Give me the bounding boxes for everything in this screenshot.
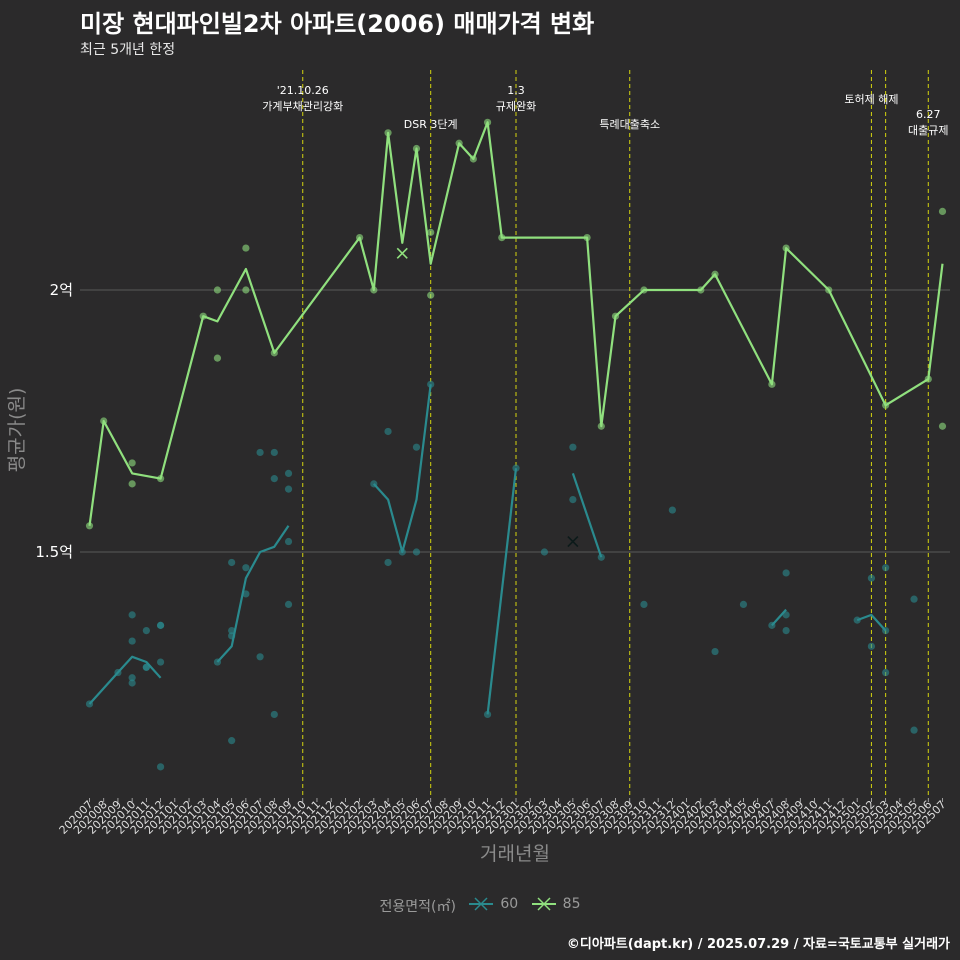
event-label: 1.3 — [507, 84, 525, 97]
legend: 전용면적(㎡) 60 85 — [0, 896, 960, 916]
legend-label-85: 85 — [562, 896, 581, 912]
series-line-60 — [372, 384, 432, 554]
data-point-60 — [597, 553, 605, 561]
data-point-60 — [512, 464, 520, 472]
data-point-85 — [427, 291, 435, 299]
data-point-60 — [867, 642, 876, 650]
series-line-60 — [486, 468, 518, 715]
series-line-60 — [571, 473, 603, 558]
data-point-60 — [128, 637, 136, 645]
data-point-60 — [882, 564, 890, 572]
data-point-60 — [156, 658, 165, 666]
series-line-60 — [771, 608, 787, 627]
event-label: 가계부채관리강화 — [262, 100, 343, 113]
data-point-60 — [270, 448, 278, 457]
data-point-60 — [384, 427, 392, 436]
data-point-60 — [128, 611, 136, 619]
data-point-85 — [242, 244, 250, 252]
data-point-85 — [427, 228, 435, 236]
data-point-60 — [412, 548, 421, 556]
data-point-60 — [270, 475, 278, 483]
data-point-60 — [882, 668, 890, 677]
data-point-85 — [128, 480, 136, 488]
x-axis-label: 거래년월 — [480, 843, 550, 865]
event-label: '21.10.26 — [277, 84, 329, 97]
legend-swatch-85 — [531, 897, 556, 911]
legend-item-85: 85 — [531, 896, 581, 912]
event-label: 특례대출축소 — [599, 118, 660, 131]
data-point-85 — [938, 422, 947, 430]
data-point-60 — [668, 506, 676, 514]
data-point-60 — [270, 710, 278, 719]
legend-label-60: 60 — [500, 896, 519, 912]
data-point-60 — [284, 485, 293, 493]
source-caption: ©디아파트(dapt.kr) / 2025.07.29 / 자료=국토교통부 실… — [566, 937, 950, 952]
data-point-60 — [739, 600, 748, 609]
chart-title: 미장 현대파인빌2차 아파트(2006) 매매가격 변화 — [80, 10, 595, 38]
data-point-60 — [569, 443, 577, 451]
data-point-85 — [213, 354, 222, 362]
event-label: DSR 3단계 — [404, 118, 458, 131]
cross-marker-60 — [567, 535, 579, 548]
legend-title: 전용면적(㎡) — [379, 899, 456, 915]
data-point-60 — [228, 558, 236, 567]
data-point-60 — [711, 647, 719, 656]
chart-subtitle: 최근 5개년 한정 — [80, 42, 176, 58]
event-label: 토허제 해제 — [844, 92, 898, 106]
cross-marker-85 — [396, 247, 408, 259]
data-point-60 — [640, 600, 648, 609]
series-line-60 — [88, 655, 162, 705]
data-point-60 — [910, 595, 918, 603]
series-line-85 — [88, 121, 944, 526]
data-point-85 — [85, 522, 94, 530]
data-point-60 — [384, 558, 392, 567]
data-point-60 — [156, 621, 165, 629]
data-point-60 — [412, 443, 421, 451]
event-label: 6.27 — [916, 108, 941, 121]
data-point-60 — [156, 763, 165, 771]
data-point-60 — [228, 737, 236, 745]
legend-item-60: 60 — [468, 896, 518, 912]
data-point-85 — [128, 459, 136, 467]
data-point-85 — [242, 286, 250, 294]
data-point-60 — [483, 710, 492, 719]
y-tick-label: 1.5억 — [35, 543, 73, 561]
data-point-60 — [256, 448, 264, 457]
legend-swatch-60 — [469, 897, 494, 911]
data-point-60 — [284, 469, 293, 477]
event-label: 대출규제 — [908, 124, 948, 137]
y-tick-label: 2억 — [50, 281, 73, 299]
data-point-60 — [242, 564, 250, 572]
data-point-60 — [128, 679, 136, 687]
data-point-60 — [142, 627, 150, 635]
data-point-60 — [867, 574, 876, 582]
data-point-60 — [782, 569, 790, 577]
data-point-60 — [256, 653, 264, 661]
y-axis-label: 평균가(원) — [6, 388, 28, 473]
data-point-60 — [782, 627, 790, 635]
series-line-60 — [216, 525, 290, 663]
data-point-60 — [284, 600, 293, 609]
data-point-60 — [910, 726, 918, 734]
data-point-60 — [228, 627, 236, 635]
data-point-85 — [213, 286, 222, 294]
data-point-60 — [569, 496, 577, 504]
data-point-85 — [938, 207, 947, 215]
data-point-60 — [540, 548, 549, 556]
data-point-60 — [284, 537, 293, 546]
data-point-60 — [128, 674, 136, 682]
event-label: 규제완화 — [496, 100, 536, 113]
series-line-60 — [856, 613, 887, 632]
